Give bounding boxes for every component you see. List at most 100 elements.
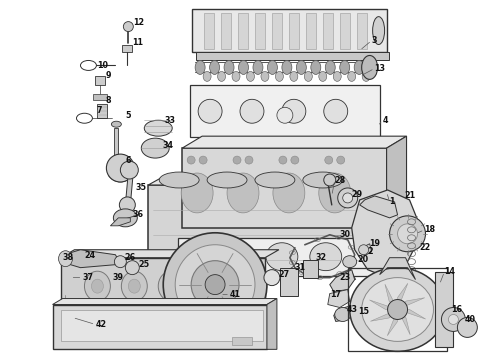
Text: 25: 25: [138, 260, 149, 269]
Text: 11: 11: [132, 38, 143, 47]
Text: 35: 35: [135, 184, 147, 193]
Ellipse shape: [199, 156, 207, 164]
Ellipse shape: [111, 121, 122, 127]
Ellipse shape: [282, 99, 306, 123]
Text: 18: 18: [424, 225, 436, 234]
Ellipse shape: [84, 271, 110, 301]
Ellipse shape: [362, 55, 378, 80]
Ellipse shape: [324, 99, 348, 123]
Ellipse shape: [343, 193, 353, 203]
Text: 5: 5: [125, 111, 131, 120]
Ellipse shape: [325, 156, 333, 164]
Bar: [204, 13, 214, 49]
Ellipse shape: [319, 71, 327, 81]
Bar: [280, 268, 298, 296]
Ellipse shape: [92, 279, 103, 293]
Text: 43: 43: [347, 305, 358, 314]
Text: 12: 12: [133, 18, 145, 27]
Text: 8: 8: [105, 96, 111, 105]
Polygon shape: [328, 289, 350, 307]
Bar: [61, 310, 263, 341]
Bar: [323, 13, 333, 49]
Polygon shape: [110, 218, 130, 226]
Polygon shape: [360, 196, 397, 218]
Bar: [289, 13, 299, 49]
Ellipse shape: [125, 261, 139, 275]
Ellipse shape: [319, 173, 351, 213]
Ellipse shape: [58, 251, 73, 267]
Bar: [221, 13, 231, 49]
Ellipse shape: [178, 243, 210, 271]
Ellipse shape: [388, 300, 408, 319]
Bar: [303, 260, 318, 278]
Bar: [61, 258, 265, 325]
Ellipse shape: [207, 172, 247, 188]
Text: 3: 3: [371, 36, 377, 45]
Bar: [94, 94, 107, 100]
Ellipse shape: [290, 71, 298, 81]
Polygon shape: [330, 270, 355, 292]
Ellipse shape: [205, 275, 225, 294]
Text: 33: 33: [164, 116, 175, 125]
Ellipse shape: [325, 60, 335, 75]
Ellipse shape: [397, 224, 417, 244]
Text: 42: 42: [96, 320, 106, 329]
Ellipse shape: [261, 71, 269, 81]
Ellipse shape: [222, 243, 254, 271]
Ellipse shape: [163, 233, 267, 336]
Polygon shape: [370, 310, 397, 321]
Ellipse shape: [195, 60, 205, 75]
Bar: [238, 13, 248, 49]
Polygon shape: [267, 298, 277, 349]
Text: 38: 38: [63, 253, 74, 262]
Polygon shape: [397, 283, 408, 310]
Ellipse shape: [227, 173, 259, 213]
Ellipse shape: [275, 71, 283, 81]
Bar: [96, 76, 105, 85]
Ellipse shape: [141, 138, 169, 158]
Ellipse shape: [273, 173, 305, 213]
Ellipse shape: [350, 268, 445, 351]
Ellipse shape: [324, 174, 336, 186]
Text: 17: 17: [330, 290, 341, 299]
Bar: [306, 13, 316, 49]
Text: 10: 10: [98, 61, 108, 70]
Ellipse shape: [268, 60, 277, 75]
Ellipse shape: [333, 71, 341, 81]
Text: 16: 16: [451, 305, 463, 314]
Ellipse shape: [277, 107, 293, 123]
Ellipse shape: [348, 71, 356, 81]
Ellipse shape: [218, 71, 225, 81]
Text: 31: 31: [295, 263, 306, 272]
Bar: [436, 272, 453, 347]
Text: 22: 22: [419, 243, 431, 252]
Polygon shape: [387, 136, 407, 228]
Bar: [190, 85, 380, 137]
Ellipse shape: [232, 71, 240, 81]
Ellipse shape: [311, 60, 321, 75]
Text: 36: 36: [132, 210, 143, 219]
Ellipse shape: [245, 156, 253, 164]
Text: 9: 9: [105, 71, 111, 80]
Ellipse shape: [191, 261, 239, 309]
Text: 1: 1: [390, 197, 395, 206]
Text: 39: 39: [112, 273, 123, 282]
Ellipse shape: [335, 307, 351, 321]
Ellipse shape: [144, 120, 172, 136]
Bar: [348, 268, 447, 351]
Text: 37: 37: [82, 273, 94, 282]
Ellipse shape: [354, 60, 364, 75]
Polygon shape: [397, 310, 410, 335]
Polygon shape: [182, 136, 407, 148]
Ellipse shape: [240, 99, 264, 123]
Ellipse shape: [343, 256, 357, 268]
Polygon shape: [385, 284, 397, 310]
Text: 20: 20: [358, 255, 369, 264]
Bar: [98, 104, 107, 118]
Text: 13: 13: [375, 64, 386, 73]
Ellipse shape: [337, 156, 345, 164]
Ellipse shape: [202, 279, 214, 293]
Bar: [122, 45, 132, 53]
Ellipse shape: [159, 172, 199, 188]
Ellipse shape: [296, 60, 306, 75]
